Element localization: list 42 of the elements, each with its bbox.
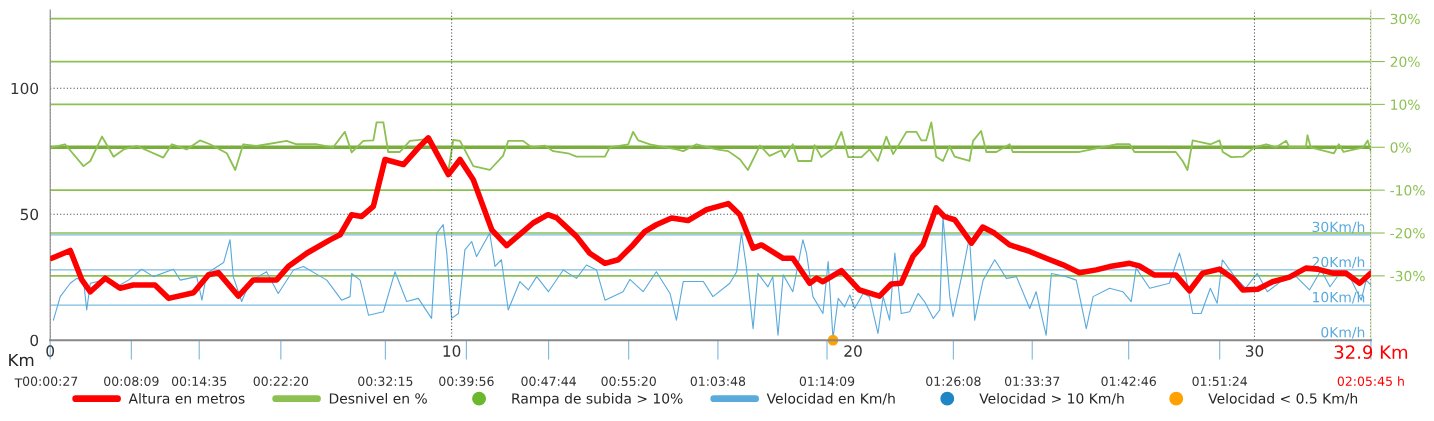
y3-tick-label: 10Km/h xyxy=(1313,291,1365,304)
x-tick-label: 20 xyxy=(844,345,862,357)
x-tick-label: 0 xyxy=(46,345,55,357)
x2-tick-label: 00:14:35 xyxy=(171,376,227,386)
legend-label: Velocidad en Km/h xyxy=(766,392,895,405)
x2-tick-label: 00:08:09 xyxy=(104,376,159,386)
y-tick-label: 50 xyxy=(20,208,39,221)
x2-tick-label: 00:47:44 xyxy=(521,376,576,386)
legend-label: Desnivel en % xyxy=(329,392,427,404)
x2-tick-label: 01:42:46 xyxy=(1101,376,1156,386)
y2-tick-label: 30% xyxy=(1390,13,1420,25)
y2-tick-label: 10% xyxy=(1391,99,1420,110)
legend-label: Velocidad < 0.5 Km/h xyxy=(1208,392,1358,405)
y2-tick-label: -20% xyxy=(1390,227,1425,239)
y2-tick-label: 0% xyxy=(1390,142,1411,153)
x2-axis-title: T xyxy=(14,378,23,388)
legend-label: Altura en metros xyxy=(128,392,245,404)
y2-tick-label: 20% xyxy=(1390,56,1420,68)
x2-tick-label: 01:14:09 xyxy=(799,376,855,386)
y-tick-label: 0 xyxy=(30,334,39,347)
x2-tick-label: 01:51:24 xyxy=(1192,376,1248,386)
x2-tick-label: 00:55:20 xyxy=(601,376,656,386)
x2-tick-label: 02:05:45 h xyxy=(1337,376,1404,386)
y3-tick-label: 0Km/h xyxy=(1321,326,1365,339)
y-tick-label: 100 xyxy=(11,82,39,95)
y2-tick-label: -10% xyxy=(1390,185,1425,196)
x-tick-label: 10 xyxy=(443,345,461,357)
x2-tick-label: 00:22:20 xyxy=(253,376,309,386)
x-axis-title: Km xyxy=(9,353,34,367)
x-tick-label: 32.9 Km xyxy=(1334,345,1408,360)
x2-tick-label: 01:26:08 xyxy=(926,376,981,386)
x2-tick-label: 00:39:56 xyxy=(439,376,494,386)
x2-tick-label: 00:00:27 xyxy=(22,376,78,386)
legend-label: Rampa de subida > 10% xyxy=(512,392,683,407)
x2-tick-label: 01:33:37 xyxy=(1004,376,1060,386)
x2-tick-label: 01:03:48 xyxy=(690,376,746,386)
x-tick-label: 30 xyxy=(1245,345,1264,357)
y3-tick-label: 30Km/h xyxy=(1312,221,1365,234)
x2-tick-label: 00:32:15 xyxy=(358,376,413,386)
y3-tick-label: 20Km/h xyxy=(1312,256,1365,269)
legend-label: Velocidad > 10 Km/h xyxy=(979,392,1124,405)
y2-tick-label: -30% xyxy=(1390,270,1425,282)
